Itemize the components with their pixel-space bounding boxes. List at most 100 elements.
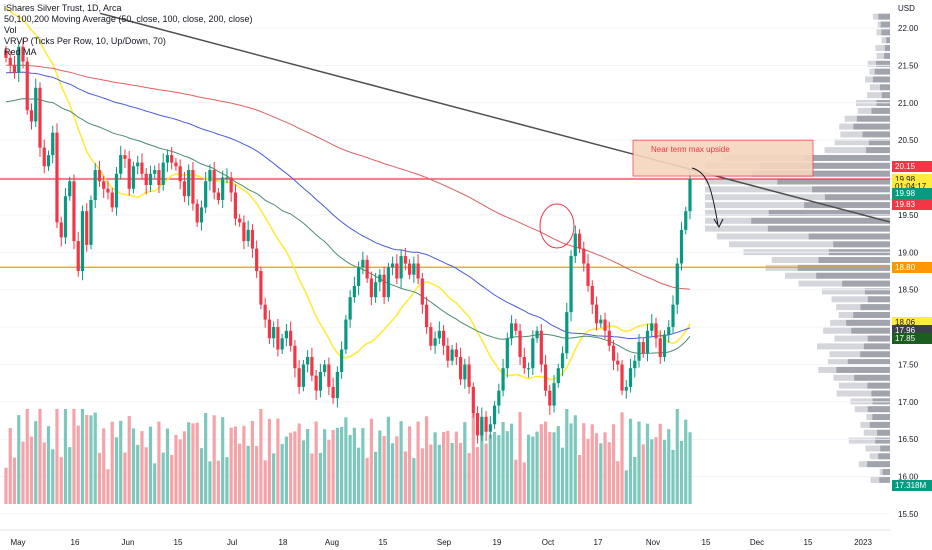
candle-body bbox=[387, 267, 390, 297]
candle-body bbox=[514, 323, 517, 330]
volume-bar bbox=[162, 453, 165, 504]
candle-body bbox=[259, 271, 262, 305]
candle-body bbox=[251, 230, 254, 249]
profile-row-up bbox=[853, 312, 890, 318]
volume-bar bbox=[302, 440, 305, 504]
candle-body bbox=[366, 260, 369, 279]
candle-body bbox=[433, 338, 436, 345]
candle-body bbox=[208, 170, 211, 181]
volume-bar bbox=[340, 427, 343, 504]
volume-bar bbox=[136, 445, 139, 504]
candle-body bbox=[89, 200, 92, 245]
candle-body bbox=[306, 357, 309, 364]
candle-body bbox=[408, 264, 411, 275]
volume-bar bbox=[680, 441, 683, 504]
candle-body bbox=[599, 320, 602, 324]
candle-body bbox=[489, 424, 492, 431]
profile-row-up bbox=[867, 461, 890, 467]
candle-body bbox=[166, 155, 169, 162]
candle-body bbox=[676, 264, 679, 305]
candle-body bbox=[654, 323, 657, 338]
profile-row-up bbox=[875, 438, 890, 444]
volume-bar bbox=[30, 437, 33, 504]
candle-body bbox=[111, 192, 114, 207]
volume-bar bbox=[85, 415, 88, 504]
volume-bar bbox=[472, 412, 475, 504]
volume-bar bbox=[234, 427, 237, 504]
price-tick-label: 16.50 bbox=[898, 435, 919, 444]
profile-row-up bbox=[880, 84, 890, 90]
volume-bar bbox=[315, 422, 318, 504]
volume-bar bbox=[272, 453, 275, 504]
candle-body bbox=[391, 264, 394, 268]
profile-row-up bbox=[857, 116, 890, 122]
volume-bar bbox=[149, 427, 152, 504]
volume-bar bbox=[463, 422, 466, 504]
price-tick-label: 17.50 bbox=[898, 360, 919, 369]
volume-bar bbox=[450, 443, 453, 504]
profile-row-up bbox=[854, 375, 890, 381]
candle-body bbox=[55, 133, 58, 223]
volume-bar bbox=[111, 422, 114, 504]
candle-body bbox=[446, 346, 449, 361]
volume-bar bbox=[238, 444, 241, 504]
volume-bar bbox=[187, 422, 190, 504]
candle-body bbox=[544, 364, 547, 390]
volume-bar bbox=[387, 417, 390, 504]
profile-row-up bbox=[868, 336, 890, 342]
volume-bar bbox=[191, 423, 194, 504]
annotations: Near term max upside bbox=[540, 140, 813, 248]
volume-bar bbox=[659, 424, 662, 504]
volume-bar bbox=[493, 432, 496, 504]
volume-bar bbox=[527, 435, 530, 504]
volume-bar bbox=[200, 448, 203, 504]
volume-bar bbox=[476, 447, 479, 504]
volume-bar bbox=[455, 432, 458, 504]
candle-body bbox=[47, 155, 50, 166]
candle-body bbox=[370, 278, 373, 297]
volume-bar bbox=[259, 409, 262, 504]
volume-bar bbox=[578, 455, 581, 504]
candle-body bbox=[106, 189, 109, 193]
candle-body bbox=[557, 368, 560, 383]
candle-body bbox=[603, 320, 606, 331]
candle-body bbox=[480, 417, 483, 436]
volume-bar bbox=[612, 424, 615, 504]
candle-body bbox=[13, 65, 16, 72]
candle-body bbox=[416, 264, 419, 279]
candle-body bbox=[310, 357, 313, 376]
candle-body bbox=[472, 387, 475, 413]
volume-bar bbox=[349, 435, 352, 504]
volume-bar bbox=[438, 445, 441, 504]
chart-legend: iShares Silver Trust, 1D, Arca 50,100,20… bbox=[4, 3, 253, 58]
candle-body bbox=[425, 305, 428, 327]
volume-bar bbox=[633, 457, 636, 504]
profile-row-up bbox=[879, 477, 890, 483]
volume-bar bbox=[119, 421, 122, 504]
volume-bar bbox=[174, 435, 177, 504]
volume-bar bbox=[247, 446, 250, 504]
candle-body bbox=[43, 148, 46, 167]
candle-body bbox=[340, 350, 343, 372]
volume-bar bbox=[561, 448, 564, 504]
candle-body bbox=[595, 305, 598, 324]
candle-body bbox=[646, 331, 649, 353]
profile-row-up bbox=[846, 320, 890, 326]
candle-body bbox=[200, 207, 203, 222]
candle-body bbox=[315, 376, 318, 391]
volume-bar bbox=[642, 444, 645, 504]
volume-bar bbox=[671, 450, 674, 504]
time-tick-label: Aug bbox=[325, 538, 339, 547]
profile-row-up bbox=[885, 45, 890, 51]
candle-body bbox=[455, 350, 458, 357]
volume-bar bbox=[217, 461, 220, 504]
profile-row-up bbox=[870, 422, 890, 428]
volume-bar bbox=[64, 409, 67, 504]
volume-bar bbox=[145, 447, 148, 504]
candle-body bbox=[72, 181, 75, 241]
profile-row-up bbox=[867, 383, 890, 389]
volume-bar bbox=[552, 432, 555, 504]
volume-bar bbox=[421, 448, 424, 504]
volume-bar bbox=[344, 417, 347, 504]
